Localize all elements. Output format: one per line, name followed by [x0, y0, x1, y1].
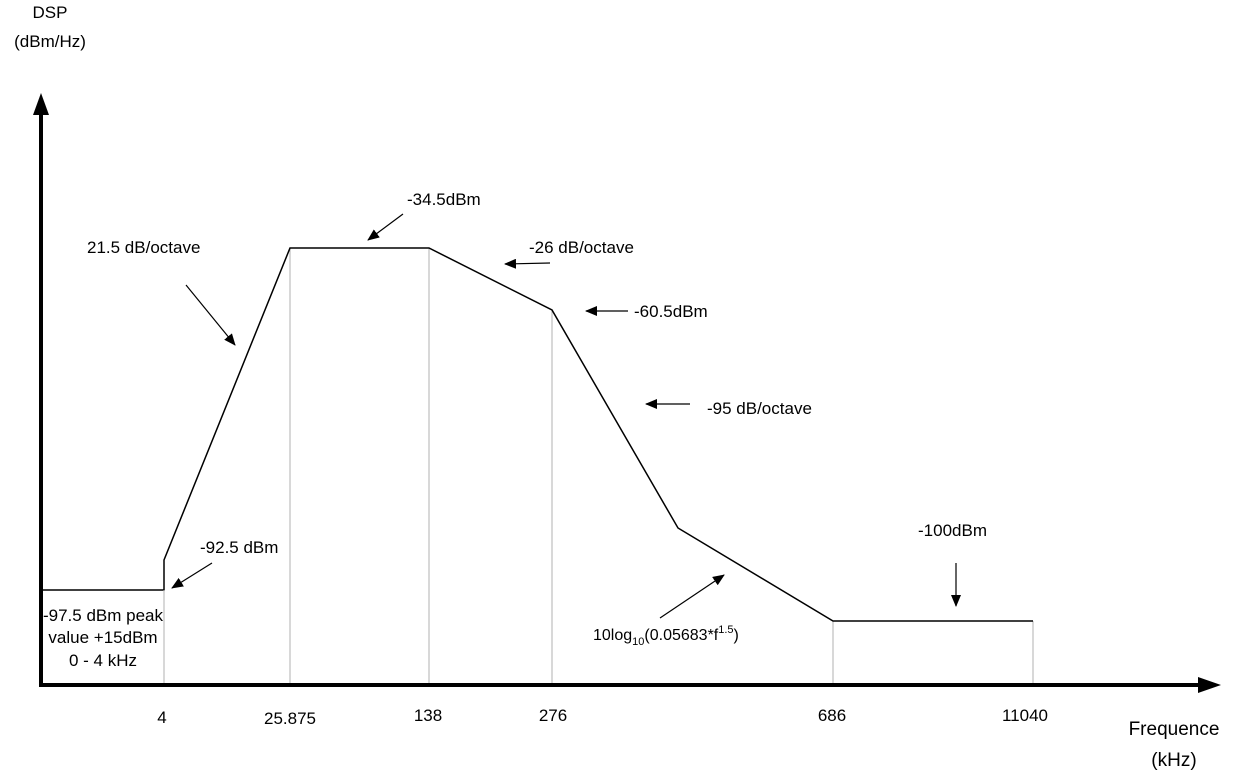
formula-subscript: 10: [632, 636, 644, 648]
label-slope-26: -26 dB/octave: [529, 238, 634, 257]
x-tick-11040: 11040: [1002, 706, 1048, 725]
label-low-band-line2: value +15dBm: [48, 628, 157, 647]
formula-prefix: 10log: [593, 627, 632, 644]
label-level-925: -92.5 dBm: [200, 538, 278, 557]
arrow-level-925: [171, 562, 213, 589]
x-axis-arrowhead: [1198, 677, 1221, 693]
x-tick-686: 686: [818, 706, 846, 725]
label-slope-95: -95 dB/octave: [707, 399, 812, 418]
label-low-band-line3: 0 - 4 kHz: [69, 651, 137, 670]
label-formula: 10log10(0.05683*f1.5): [593, 624, 739, 648]
label-low-band-line1: -97.5 dBm peak: [43, 606, 164, 625]
y-axis-title-line1: DSP: [33, 3, 68, 22]
arrow-formula: [659, 574, 725, 619]
annotation-arrows: [171, 213, 961, 619]
x-tick-4: 4: [157, 708, 166, 727]
psd-mask-curve: [41, 247, 1033, 622]
label-slope-up: 21.5 dB/octave: [87, 238, 200, 257]
formula-superscript: 1.5: [718, 624, 733, 636]
label-top-level: -34.5dBm: [407, 190, 481, 209]
arrow-top-level: [367, 213, 404, 241]
label-level-100: -100dBm: [918, 521, 987, 540]
arrow-slope-26: [504, 258, 551, 269]
x-axis-title-line2: (kHz): [1151, 750, 1196, 771]
x-axis-title-line1: Frequence: [1129, 719, 1220, 740]
label-level-605: -60.5dBm: [634, 302, 708, 321]
y-axis-title-line2: (dBm/Hz): [14, 32, 86, 51]
formula-body: (0.05683*f: [644, 627, 718, 644]
x-tick-276: 276: [539, 706, 567, 725]
arrow-slope-up: [185, 284, 236, 346]
frequency-guide-lines: [163, 248, 1034, 685]
formula-suffix: ): [734, 627, 739, 644]
y-axis-arrowhead: [33, 93, 49, 115]
x-tick-25875: 25.875: [264, 709, 316, 728]
x-tick-138: 138: [414, 706, 442, 725]
